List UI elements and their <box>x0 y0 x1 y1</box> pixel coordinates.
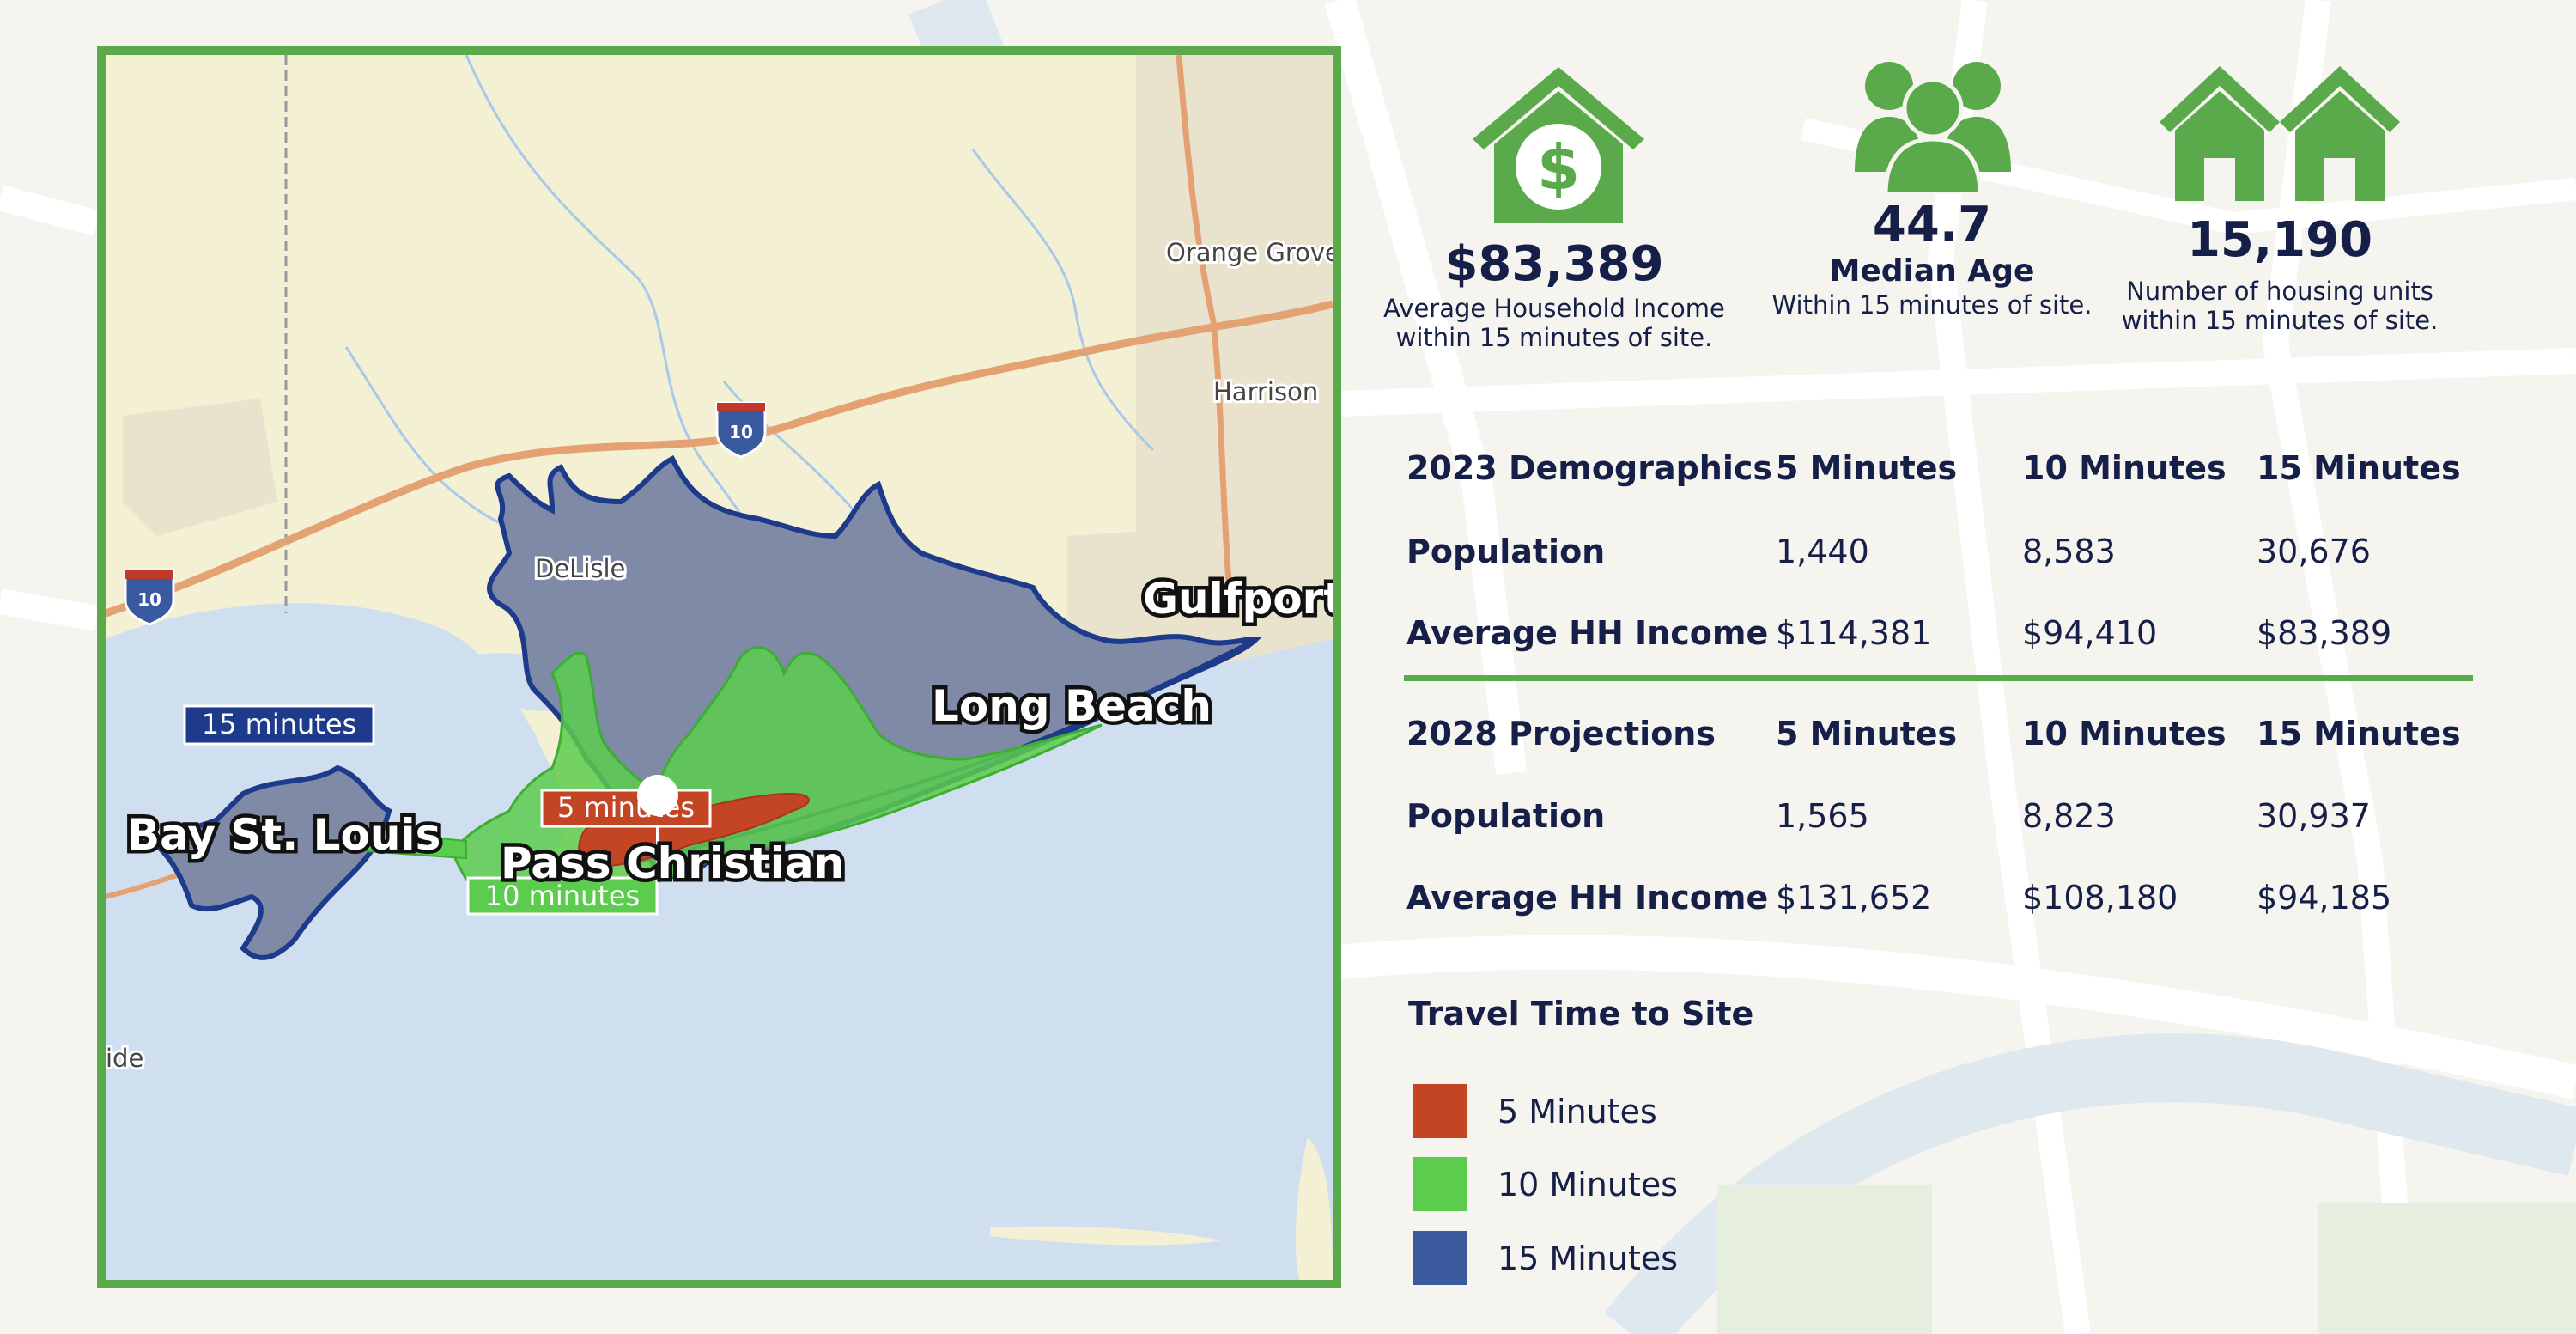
interstate-10-shield-west: 10 <box>124 569 175 626</box>
interstate-10-road <box>106 300 1333 618</box>
stat-line1: Number of housing units <box>2126 277 2433 306</box>
legend-title: Travel Time to Site <box>1408 995 1754 1032</box>
table-2028-population-row: Population 1,565 8,823 30,937 <box>1406 790 2471 842</box>
legend-swatch-15-minutes <box>1413 1231 1467 1285</box>
table-cell: 1,440 <box>1776 533 1869 570</box>
stat-median-age: 44.7 Median Age Within 15 minutes of sit… <box>1752 198 2112 320</box>
tag-15-minutes-label: 15 minutes <box>202 708 356 740</box>
city-label-long-beach: Long Beach <box>932 681 1212 731</box>
table-2028-header: 2028 Projections 5 Minutes 10 Minutes 15… <box>1406 708 2471 759</box>
table-divider <box>1404 675 2473 681</box>
table-header-cell: 15 Minutes <box>2257 449 2461 487</box>
stat-housing-units: 15,190 Number of housing units within 15… <box>2095 212 2464 336</box>
table-header-cell: 2023 Demographics <box>1406 449 1773 487</box>
stat-line2: within 15 minutes of site. <box>2121 306 2439 335</box>
table-cell: $94,410 <box>2022 614 2158 652</box>
interstate-10-shield-east: 10 <box>715 401 767 459</box>
town-label-side: ide <box>106 1044 143 1073</box>
table-2023-header: 2023 Demographics 5 Minutes 10 Minutes 1… <box>1406 442 2471 494</box>
highway-49-road <box>1176 55 1234 606</box>
house-dollar-icon: $ <box>1473 67 1644 223</box>
table-row-label: Average HH Income <box>1406 614 1769 652</box>
table-header-cell: 15 Minutes <box>2257 715 2461 752</box>
river-line <box>971 149 1155 452</box>
tag-10-minutes-label: 10 minutes <box>485 880 640 912</box>
interstate-10-shield-label: 10 <box>729 422 753 442</box>
table-2028-income-row: Average HH Income $131,652 $108,180 $94,… <box>1406 872 2471 923</box>
table-row-label: Average HH Income <box>1406 879 1769 917</box>
table-2023-population-row: Population 1,440 8,583 30,676 <box>1406 526 2471 577</box>
urban-patch <box>1067 519 1333 673</box>
legend-swatch-10-minutes <box>1413 1157 1467 1211</box>
legend-label: 5 Minutes <box>1498 1093 1657 1130</box>
table-cell: $131,652 <box>1776 879 1932 917</box>
travel-time-map[interactable]: 10 10 Orange Grove Harrison DeLisle ide … <box>97 46 1341 1288</box>
urban-patch <box>123 399 277 536</box>
table-cell: 8,583 <box>2022 533 2116 570</box>
table-header-cell: 2028 Projections <box>1406 715 1716 752</box>
table-cell: $94,185 <box>2257 879 2392 917</box>
interstate-10-shield-west-label: 10 <box>137 589 161 610</box>
barrier-island <box>990 1226 1222 1246</box>
barrier-island <box>1295 1137 1333 1280</box>
stat-label: Median Age <box>1829 253 2035 289</box>
legend-swatch-5-minutes <box>1413 1084 1467 1138</box>
table-header-cell: 10 Minutes <box>2022 449 2227 487</box>
people-group-icon <box>1855 62 2011 194</box>
stat-value: 44.7 <box>1872 197 1992 253</box>
two-houses-icon <box>2160 66 2400 201</box>
table-cell: 1,565 <box>1776 797 1869 835</box>
stat-line2: within 15 minutes of site. <box>1395 323 1713 352</box>
city-label-bay-st-louis: Bay St. Louis <box>127 810 440 860</box>
table-header-cell: 10 Minutes <box>2022 715 2227 752</box>
table-row-label: Population <box>1406 797 1606 835</box>
stat-household-income: $83,389 Average Household Income within … <box>1374 236 1735 353</box>
svg-text:$: $ <box>1537 131 1580 204</box>
stat-value: $83,389 <box>1444 236 1664 292</box>
table-header-cell: 5 Minutes <box>1776 715 1958 752</box>
legend-label: 15 Minutes <box>1498 1240 1679 1277</box>
stat-line1: Average Household Income <box>1383 294 1725 323</box>
table-2023-income-row: Average HH Income $114,381 $94,410 $83,3… <box>1406 607 2471 659</box>
city-label-pass-christian: Pass Christian <box>501 838 844 888</box>
tag-5-minutes: 5 minutes <box>540 789 712 828</box>
zone-10-minutes-corridor <box>345 826 467 860</box>
table-header-cell: 5 Minutes <box>1776 449 1958 487</box>
table-cell: 30,937 <box>2257 797 2371 835</box>
table-cell: 8,823 <box>2022 797 2116 835</box>
urban-patch <box>1136 55 1333 536</box>
table-cell: 30,676 <box>2257 533 2371 570</box>
city-label-gulfport: Gulfport <box>1143 574 1333 624</box>
table-cell: $83,389 <box>2257 614 2392 652</box>
town-label-orange-grove: Orange Grove <box>1166 238 1333 267</box>
town-label-delisle: DeLisle <box>535 554 625 583</box>
stat-value: 15,190 <box>2186 212 2373 268</box>
town-label-harrison: Harrison <box>1213 377 1318 406</box>
table-cell: $114,381 <box>1776 614 1932 652</box>
legend-label: 10 Minutes <box>1498 1166 1679 1203</box>
stat-line1: Within 15 minutes of site. <box>1771 290 2093 320</box>
tag-10-minutes: 10 minutes <box>466 876 659 916</box>
river-line <box>722 381 863 520</box>
table-row-label: Population <box>1406 533 1606 570</box>
table-cell: $108,180 <box>2022 879 2178 917</box>
tag-15-minutes: 15 minutes <box>183 704 375 746</box>
zone-15-minutes-west <box>153 764 392 960</box>
